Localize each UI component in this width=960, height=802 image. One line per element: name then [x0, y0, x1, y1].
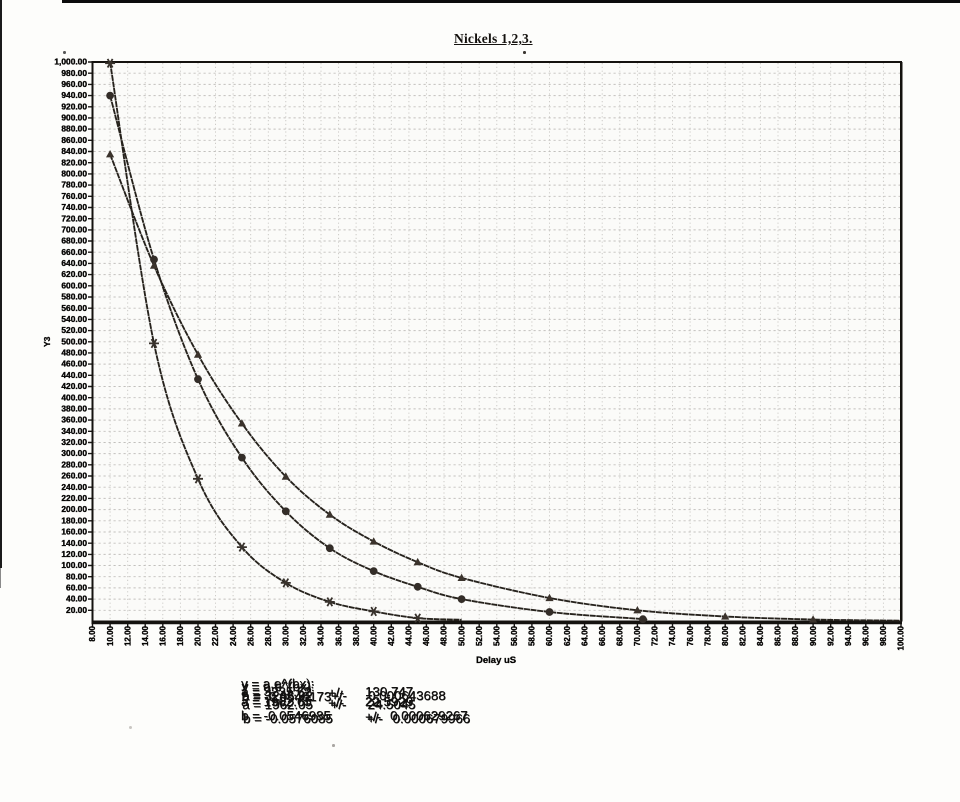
svg-text:98.00: 98.00 [879, 625, 888, 646]
svg-text:60.00: 60.00 [545, 625, 554, 646]
svg-text:72.00: 72.00 [651, 625, 660, 646]
svg-text:260.00: 260.00 [61, 471, 87, 481]
svg-text:600.00: 600.00 [61, 280, 87, 290]
svg-text:640.00: 640.00 [61, 258, 87, 268]
svg-text:76.00: 76.00 [686, 625, 695, 646]
svg-text:460.00: 460.00 [61, 359, 87, 369]
svg-text:620.00: 620.00 [61, 269, 87, 279]
svg-text:1,000.00: 1,000.00 [54, 57, 87, 67]
svg-text:80.00: 80.00 [721, 625, 730, 646]
svg-text:20.00: 20.00 [66, 605, 87, 615]
svg-text:46.00: 46.00 [422, 625, 431, 646]
svg-text:100.00: 100.00 [897, 625, 906, 650]
svg-text:420.00: 420.00 [61, 381, 87, 391]
svg-text:980.00: 980.00 [61, 68, 87, 78]
svg-text:88.00: 88.00 [791, 625, 800, 646]
svg-text:Y3: Y3 [42, 336, 52, 347]
svg-text:86.00: 86.00 [774, 625, 783, 646]
svg-text:320.00: 320.00 [61, 437, 87, 447]
svg-text:66.00: 66.00 [598, 625, 607, 646]
svg-text:22.00: 22.00 [211, 625, 220, 646]
svg-text:740.00: 740.00 [61, 202, 87, 212]
svg-text:38.00: 38.00 [352, 625, 361, 646]
svg-text:56.00: 56.00 [510, 625, 519, 646]
svg-text:78.00: 78.00 [703, 625, 712, 646]
svg-text:180.00: 180.00 [61, 515, 87, 525]
svg-text:20.00: 20.00 [194, 625, 203, 646]
svg-text:92.00: 92.00 [826, 625, 835, 646]
svg-text:800.00: 800.00 [61, 169, 87, 179]
svg-text:40.00: 40.00 [369, 625, 378, 646]
svg-text:14.00: 14.00 [141, 625, 150, 646]
svg-text:940.00: 940.00 [61, 90, 87, 100]
svg-text:120.00: 120.00 [61, 549, 87, 559]
svg-text:82.00: 82.00 [739, 625, 748, 646]
svg-text:100.00: 100.00 [61, 560, 87, 570]
svg-text:200.00: 200.00 [61, 504, 87, 514]
svg-text:540.00: 540.00 [61, 314, 87, 324]
svg-text:42.00: 42.00 [387, 625, 396, 646]
svg-text:48.00: 48.00 [440, 625, 449, 646]
svg-text:760.00: 760.00 [61, 191, 87, 201]
svg-text:900.00: 900.00 [61, 113, 87, 123]
svg-text:440.00: 440.00 [61, 370, 87, 380]
svg-text:700.00: 700.00 [61, 225, 87, 235]
svg-text:70.00: 70.00 [633, 625, 642, 646]
svg-text:16.00: 16.00 [159, 625, 168, 646]
svg-text:54.00: 54.00 [492, 625, 501, 646]
svg-text:80.00: 80.00 [66, 571, 87, 581]
svg-text:50.00: 50.00 [457, 625, 466, 646]
svg-text:920.00: 920.00 [61, 101, 87, 111]
svg-text:880.00: 880.00 [61, 124, 87, 134]
svg-text:32.00: 32.00 [299, 625, 308, 646]
svg-text:580.00: 580.00 [61, 292, 87, 302]
svg-text:520.00: 520.00 [61, 325, 87, 335]
svg-text:18.00: 18.00 [176, 625, 185, 646]
svg-text:480.00: 480.00 [61, 348, 87, 358]
svg-text:660.00: 660.00 [61, 247, 87, 257]
svg-text:52.00: 52.00 [475, 625, 484, 646]
svg-text:140.00: 140.00 [61, 538, 87, 548]
svg-text:64.00: 64.00 [580, 625, 589, 646]
svg-text:960.00: 960.00 [61, 79, 87, 89]
svg-text:860.00: 860.00 [61, 135, 87, 145]
svg-text:26.00: 26.00 [246, 625, 255, 646]
svg-text:680.00: 680.00 [61, 236, 87, 246]
svg-text:12.00: 12.00 [123, 625, 132, 646]
svg-text:Delay uS: Delay uS [476, 655, 516, 666]
svg-text:62.00: 62.00 [563, 625, 572, 646]
svg-text:36.00: 36.00 [334, 625, 343, 646]
svg-text:96.00: 96.00 [862, 625, 871, 646]
svg-text:10.00: 10.00 [106, 625, 115, 646]
svg-text:68.00: 68.00 [616, 625, 625, 646]
svg-text:400.00: 400.00 [61, 392, 87, 402]
svg-text:60.00: 60.00 [66, 583, 87, 593]
svg-text:360.00: 360.00 [61, 415, 87, 425]
svg-text:300.00: 300.00 [61, 448, 87, 458]
svg-text:94.00: 94.00 [844, 625, 853, 646]
svg-text:44.00: 44.00 [405, 625, 414, 646]
svg-text:58.00: 58.00 [528, 625, 537, 646]
svg-text:240.00: 240.00 [61, 482, 87, 492]
svg-text:90.00: 90.00 [809, 625, 818, 646]
svg-text:340.00: 340.00 [61, 426, 87, 436]
svg-text:84.00: 84.00 [756, 625, 765, 646]
svg-text:380.00: 380.00 [61, 404, 87, 414]
svg-text:8.00: 8.00 [88, 625, 97, 641]
svg-text:34.00: 34.00 [317, 625, 326, 646]
svg-text:780.00: 780.00 [61, 180, 87, 190]
svg-text:560.00: 560.00 [61, 303, 87, 313]
svg-text:28.00: 28.00 [264, 625, 273, 646]
svg-text:720.00: 720.00 [61, 213, 87, 223]
svg-text:30.00: 30.00 [282, 625, 291, 646]
svg-text:40.00: 40.00 [66, 594, 87, 604]
svg-text:840.00: 840.00 [61, 146, 87, 156]
svg-text:500.00: 500.00 [61, 336, 87, 346]
svg-text:160.00: 160.00 [61, 527, 87, 537]
svg-text:280.00: 280.00 [61, 459, 87, 469]
svg-text:220.00: 220.00 [61, 493, 87, 503]
svg-text:74.00: 74.00 [668, 625, 677, 646]
svg-text:24.00: 24.00 [229, 625, 238, 646]
svg-text:820.00: 820.00 [61, 157, 87, 167]
